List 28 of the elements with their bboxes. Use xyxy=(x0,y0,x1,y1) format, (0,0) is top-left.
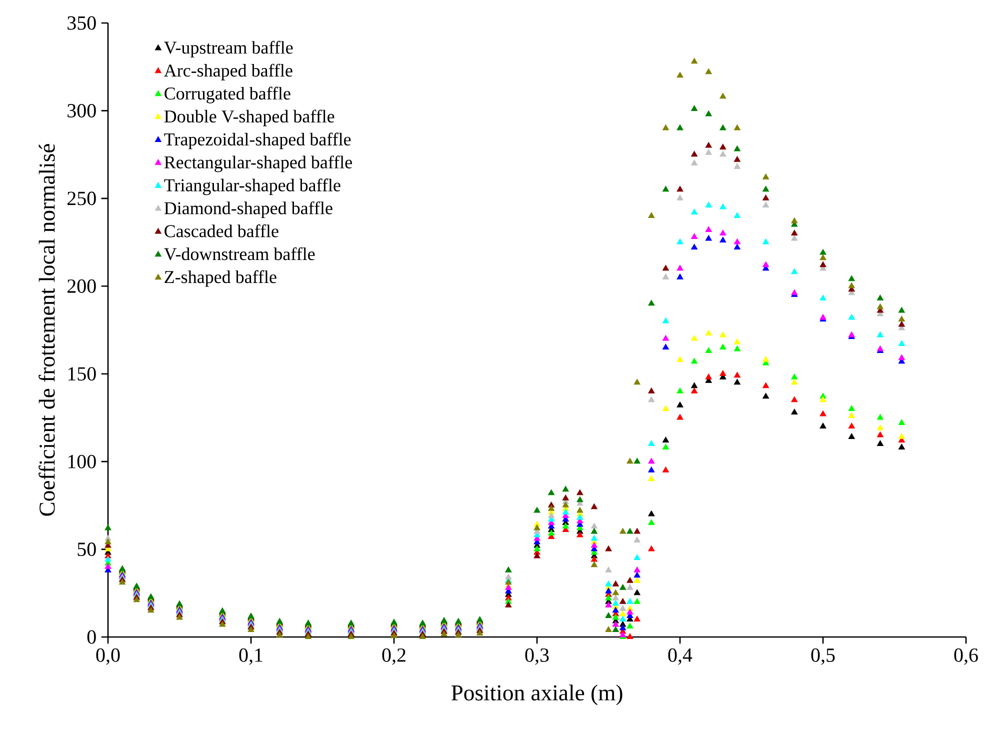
y-tick-label: 200 xyxy=(68,279,96,293)
legend-label: V-downstream baffle xyxy=(164,247,315,260)
legend-label: Diamond-shaped baffle xyxy=(164,201,332,218)
legend-label: Cascaded baffle xyxy=(164,224,278,238)
y-tick-label: 250 xyxy=(68,192,96,206)
y-tick-label: 350 xyxy=(68,16,96,30)
x-tick-label: 0,4 xyxy=(668,648,692,665)
x-tick-label: 0,2 xyxy=(382,648,406,665)
y-tick-label: 300 xyxy=(68,104,96,118)
x-tick-label: 0,3 xyxy=(525,648,549,665)
legend-label: Rectangular-shaped baffle xyxy=(164,156,352,172)
y-tick-label: 50 xyxy=(78,542,96,556)
x-axis-title: Position axiale (m) xyxy=(451,684,622,706)
y-axis-title: Coefficient de frottement local normalisé xyxy=(38,144,55,516)
legend-label: Triangular-shaped baffle xyxy=(164,178,340,196)
y-tick-label: 0 xyxy=(87,630,96,644)
legend-label: Corrugated baffle xyxy=(164,86,290,104)
x-tick-label: 0,6 xyxy=(954,648,978,665)
legend-label: V-upstream baffle xyxy=(164,40,293,58)
x-tick-label: 0,0 xyxy=(96,648,120,665)
legend-label: Arc-shaped baffle xyxy=(164,64,292,80)
y-tick-label: 150 xyxy=(68,367,96,381)
legend-label: Trapezoidal-shaped baffle xyxy=(164,132,351,150)
y-tick-label: 100 xyxy=(68,454,96,468)
legend-label: Double V-shaped baffle xyxy=(164,110,334,126)
x-tick-label: 0,5 xyxy=(811,648,835,665)
legend-label: Z-shaped baffle xyxy=(164,270,276,287)
x-tick-label: 0,1 xyxy=(239,648,262,665)
